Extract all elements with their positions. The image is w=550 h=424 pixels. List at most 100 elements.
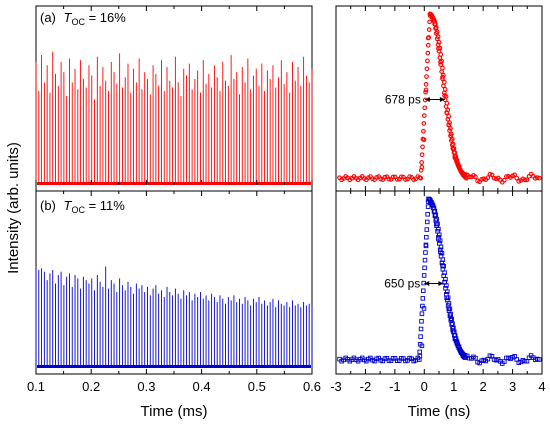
single-pulse-a-point [440,65,445,71]
single-pulse-b-point [421,288,426,293]
x-tick-labels-ms: 0.1 0.2 0.3 0.4 0.5 0.6 [27,379,321,394]
single-pulse-b-point [423,250,428,255]
single-pulse-a-point [453,156,459,162]
single-pulse-a-point [433,26,438,31]
panel-a-right-frame [335,5,543,192]
single-pulse-b-point [424,234,429,240]
x-tick-label-ns: 2 [480,379,487,394]
single-pulse-a-point [386,176,392,182]
single-pulse-a-point [434,30,439,36]
x-tick-label-ms: 0.4 [193,379,211,394]
single-pulse-a-point [420,136,426,142]
single-pulse-a-point [439,69,445,74]
single-pulse-a-point [536,175,542,181]
single-pulse-a-point [514,175,520,181]
single-pulse-a-point [443,104,449,109]
x-tick-label-ns: -1 [389,379,401,394]
single-pulse-a-point [441,90,447,96]
single-pulse-a-point [434,36,440,42]
single-pulse-b-point [442,270,447,275]
single-pulse-a-point [448,133,453,139]
single-pulse-a-point [421,128,426,134]
single-pulse-b-point [445,295,451,300]
single-pulse-b-point [441,263,446,269]
single-pulse-a-point [425,42,431,48]
single-pulse-a-point [446,114,452,119]
single-pulse-b-point [444,283,449,288]
single-pulse-a-point [441,83,446,89]
pulse-width-a-label: 678 ps [385,93,421,107]
single-pulse-a-point [501,177,507,183]
pulse-train-b-bars [35,266,313,368]
single-pulse-a-point [440,76,445,82]
y-axis-title: Intensity (arb. units) [5,142,22,274]
single-pulse-a-point [445,116,451,122]
single-pulse-b-point [425,204,431,209]
single-pulse-a-point [512,172,517,178]
single-pulse-a-point [446,122,452,128]
single-pulse-a-point [423,81,429,87]
x-tick-label-ms: 0.3 [137,379,155,394]
width-arrow-head-left [424,281,430,286]
single-pulse-a-point [534,175,540,180]
x-tick-label-ns: -3 [330,379,342,394]
single-pulse-a-point [454,159,460,165]
single-pulse-a-point [418,167,424,173]
x-tick-label-ns: 0 [421,379,428,394]
single-pulse-a-point [473,174,478,180]
single-pulse-b-point [438,244,444,250]
single-pulse-b-point [419,319,424,324]
single-pulse-b-point [419,311,425,316]
single-pulse-a-point [425,58,430,64]
panel-b-label: (b) TOC = 11% [40,198,125,215]
single-pulse-b-point [418,334,423,339]
single-pulse-b-point [444,289,450,294]
x-tick-label-ns: 1 [450,379,457,394]
pulse-width-b-arrow [424,281,444,286]
x-tick-label-ms: 0.5 [248,379,266,394]
x-tick-label-ns: 3 [509,379,516,394]
single-pulse-b-point [424,219,430,225]
single-pulse-a-point [419,160,424,165]
single-pulse-a-point [436,48,442,54]
single-pulse-a-point [462,172,467,178]
single-pulse-b-point [537,357,542,362]
single-pulse-a-point [449,138,454,143]
x-tick-label-ns: 4 [538,379,545,394]
pulse-train-b-baseline [37,365,311,368]
single-pulse-a-point [504,174,509,179]
single-pulse-a-points [337,11,542,185]
single-pulse-a-point [426,27,432,32]
single-pulse-a-point [426,35,432,40]
single-pulse-b-point [423,242,429,248]
single-pulse-a-point [424,66,430,72]
single-pulse-a-point [427,19,432,25]
single-pulse-a-point [485,175,491,181]
single-pulse-b-point [443,276,448,282]
single-pulse-b-point [417,349,422,355]
single-pulse-a-point [432,21,437,27]
single-pulse-a-point [442,86,448,92]
single-pulse-a-point [421,113,427,118]
panel-a-label: (a) TOC = 16% [40,10,126,27]
single-pulse-b-point [433,212,439,218]
single-pulse-a-point [444,110,450,116]
pulse-width-a-arrow [424,97,445,102]
single-pulse-b-point [450,321,455,326]
x-axis-title-ms: Time (ms) [141,403,208,420]
single-pulse-b-point [425,212,430,217]
single-pulse-a-point [378,176,384,182]
single-pulse-a-point [418,175,424,181]
x-tick-label-ns: -2 [360,379,372,394]
single-pulse-a-point [438,62,444,67]
single-pulse-a-point [390,174,396,180]
single-pulse-b-points [337,196,542,366]
single-pulse-a-point [382,174,388,180]
x-tick-label-ms: 0.6 [303,379,321,394]
single-pulse-a-point [423,89,428,95]
single-pulse-b-point [462,355,468,360]
single-pulse-a-point [403,177,408,182]
single-pulse-b-point [420,303,425,309]
single-pulse-a-point [524,177,530,183]
x-axis-title-ns: Time (ns) [408,403,471,420]
